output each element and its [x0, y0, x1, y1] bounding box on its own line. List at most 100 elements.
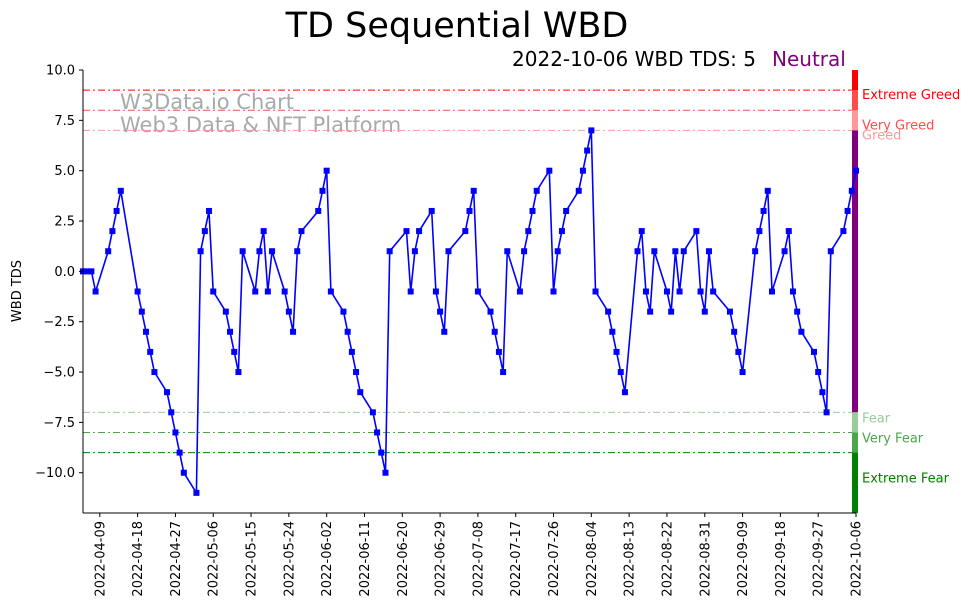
data-point: [533, 187, 540, 194]
zone-bar-segment-4: [852, 412, 858, 433]
data-point: [176, 449, 183, 456]
zone-label-2: Greed: [862, 128, 901, 143]
data-point: [353, 369, 360, 376]
data-point: [584, 147, 591, 154]
data-point: [764, 187, 771, 194]
data-point: [323, 167, 330, 174]
data-point: [290, 328, 297, 335]
data-point: [252, 288, 259, 295]
data-point: [676, 288, 683, 295]
data-point: [138, 308, 145, 315]
data-point: [672, 248, 679, 255]
data-point: [760, 207, 767, 214]
data-point: [752, 248, 759, 255]
series-line-0: [83, 130, 857, 496]
data-point: [466, 207, 473, 214]
data-point: [554, 248, 561, 255]
data-point: [411, 248, 418, 255]
sentiment-zone-bar: [852, 70, 858, 513]
x-tick-label: 2022-06-02: [320, 521, 335, 597]
data-point: [474, 288, 481, 295]
data-point: [231, 348, 238, 355]
data-point: [340, 308, 347, 315]
data-point: [701, 308, 708, 315]
data-point: [382, 469, 389, 476]
data-point: [151, 369, 158, 376]
x-tick-label: 2022-07-17: [509, 521, 524, 597]
y-tick-label: −2.5: [43, 315, 75, 330]
x-tick-label: 2022-09-18: [774, 521, 789, 597]
data-point: [810, 348, 817, 355]
x-tick-label: 2022-09-27: [812, 521, 827, 597]
data-point: [164, 389, 171, 396]
data-point: [710, 288, 717, 295]
data-point: [294, 248, 301, 255]
zone-label-4: Very Fear: [862, 431, 924, 446]
data-point: [739, 369, 746, 376]
data-point: [88, 268, 95, 275]
zone-bar-segment-6: [852, 452, 858, 513]
data-point: [735, 348, 742, 355]
data-point: [197, 248, 204, 255]
zone-label-0: Extreme Greed: [862, 88, 960, 103]
data-point: [260, 228, 267, 235]
axes: [82, 70, 856, 514]
data-point: [386, 248, 393, 255]
data-point: [853, 167, 859, 174]
zone-bar-segment-5: [852, 432, 858, 453]
x-ticks: 2022-04-09 2022-04-18 2022-04-27 2022-05-06…: [93, 513, 865, 597]
data-point: [428, 207, 435, 214]
data-point: [546, 167, 553, 174]
data-point: [516, 288, 523, 295]
data-point: [558, 228, 565, 235]
data-point: [823, 409, 830, 416]
data-point: [588, 127, 595, 134]
data-point: [348, 348, 355, 355]
data-point: [206, 207, 213, 214]
data-point: [281, 288, 288, 295]
data-point: [357, 389, 364, 396]
data-point: [693, 228, 700, 235]
x-tick-label: 2022-08-31: [698, 521, 713, 597]
zone-bar-segment-2: [852, 110, 858, 131]
x-tick-label: 2022-06-20: [396, 521, 411, 597]
data-point: [441, 328, 448, 335]
data-point: [319, 187, 326, 194]
data-point: [344, 328, 351, 335]
data-point: [798, 328, 805, 335]
data-point: [521, 248, 528, 255]
y-tick-label: 2.5: [54, 215, 75, 230]
data-point: [621, 389, 628, 396]
x-tick-label: 2022-09-09: [736, 521, 751, 597]
chart-subtitle: 2022-10-06 WBD TDS: 5: [512, 47, 756, 71]
data-point: [495, 348, 502, 355]
status-label: Neutral: [772, 47, 846, 71]
data-point: [315, 207, 322, 214]
y-tick-label: 10.0: [46, 64, 75, 79]
data-point: [768, 288, 775, 295]
data-point: [487, 308, 494, 315]
x-tick-label: 2022-04-27: [169, 521, 184, 597]
x-tick-label: 2022-05-24: [282, 521, 297, 597]
y-tick-label: −7.5: [43, 416, 75, 431]
x-tick-label: 2022-05-15: [245, 521, 260, 597]
data-point: [437, 308, 444, 315]
data-point: [269, 248, 276, 255]
data-point: [407, 288, 414, 295]
data-point: [785, 228, 792, 235]
data-point: [222, 308, 229, 315]
threshold-lines: [83, 89, 856, 454]
y-ticks: 10.0 7.5 5.0 2.5 0.0 −2.5 −5.0 −7.5 −10.0: [35, 64, 83, 481]
zone-bar-segment-0: [852, 70, 858, 91]
data-point: [143, 328, 150, 335]
x-tick-label: 2022-07-08: [471, 521, 486, 597]
y-axis-label: WBD TDS: [10, 260, 25, 322]
data-point: [794, 308, 801, 315]
data-point: [285, 308, 292, 315]
data-point: [647, 308, 654, 315]
data-point: [575, 187, 582, 194]
data-point: [378, 449, 385, 456]
data-point: [726, 308, 733, 315]
data-point: [445, 248, 452, 255]
